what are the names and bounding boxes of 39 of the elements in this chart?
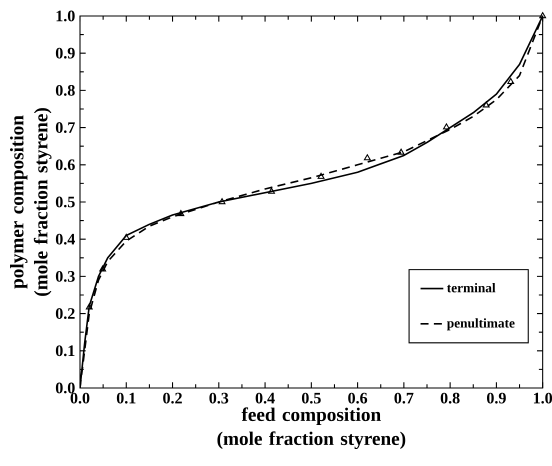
x-tick-label: 0.3	[209, 392, 228, 404]
point	[443, 123, 450, 130]
point	[86, 303, 93, 310]
y-tick-label: 0.6	[56, 159, 75, 170]
point	[318, 172, 324, 179]
y-tick-label: 0.3	[56, 270, 75, 282]
x-tick-label: 0.5	[302, 392, 321, 404]
x-tick-label: 0.0	[70, 392, 90, 404]
x-tick-label: 0.6	[348, 392, 368, 404]
legend-label: terminal	[446, 282, 496, 292]
y-tick-label: 0.2	[56, 308, 75, 320]
y-tick-label: 0.5	[56, 196, 75, 208]
y-axis-title: polymer composition (mole fraction styrene)	[10, 108, 52, 296]
y-tick-label: 0.4	[56, 234, 75, 245]
legend-label: penultimate	[446, 318, 515, 330]
point	[218, 198, 226, 204]
x-tick-label: 0.4	[256, 392, 275, 404]
point	[122, 234, 130, 240]
x-tick-label: 1.0	[534, 392, 552, 404]
point	[268, 188, 275, 194]
y-tick-label: 0.7	[56, 122, 75, 134]
y-tick-label: 0.1	[56, 345, 74, 356]
y-tick-label: 0.0	[56, 382, 75, 394]
point	[99, 265, 106, 272]
y-tick-label: 1.0	[56, 10, 75, 22]
x-tick-label: 0.8	[440, 392, 460, 404]
point	[177, 210, 184, 216]
x-tick-label: 0.7	[394, 392, 414, 404]
point	[398, 148, 405, 155]
point	[539, 12, 546, 18]
x-tick-label: 0.1	[116, 392, 136, 404]
point	[482, 101, 490, 108]
x-axis-title: feed composition (mole fraction styrene)	[217, 407, 406, 450]
y-tick-label: 0.8	[56, 84, 75, 96]
x-tick-label: 0.9	[487, 392, 506, 404]
point	[364, 154, 371, 160]
point	[507, 78, 514, 84]
x-tick-label: 0.2	[163, 392, 182, 404]
y-tick-label: 0.9	[56, 48, 75, 59]
